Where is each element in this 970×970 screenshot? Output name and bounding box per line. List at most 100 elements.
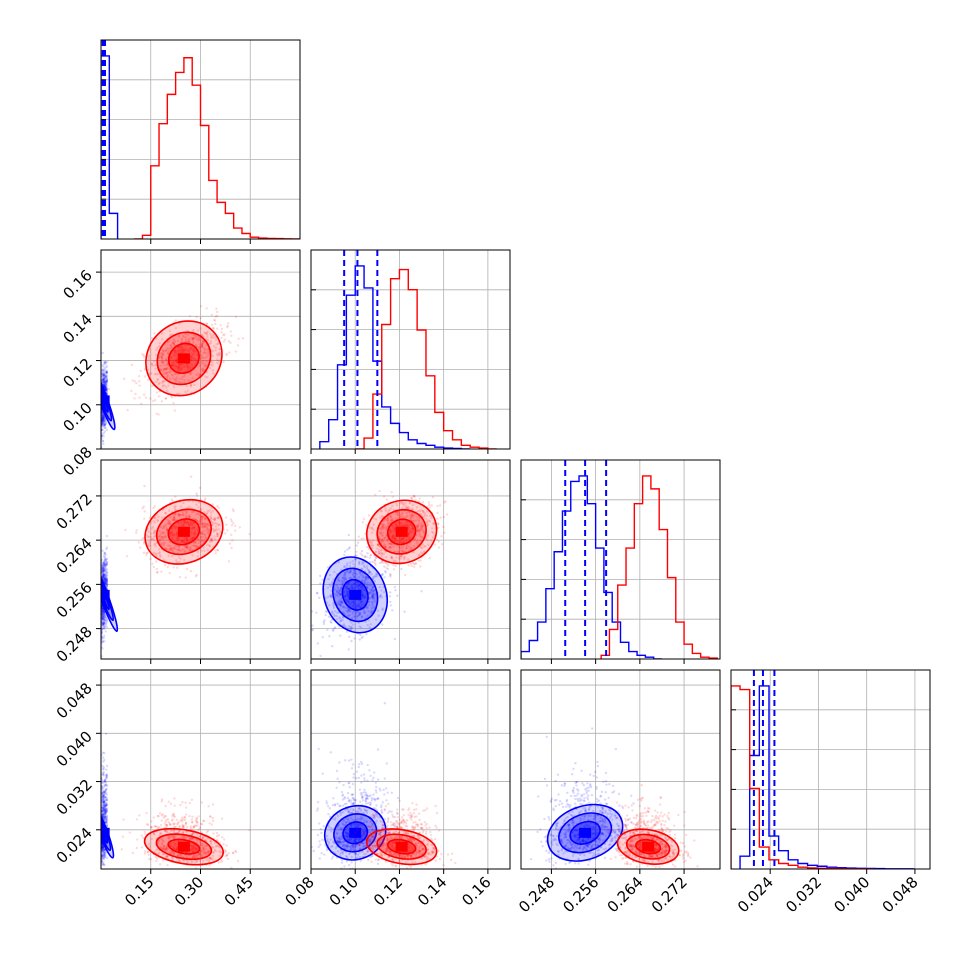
- scatter-point: [401, 511, 404, 514]
- scatter-point: [101, 440, 105, 443]
- scatter-point: [105, 561, 109, 564]
- scatter-point: [364, 578, 368, 582]
- scatter-point: [101, 379, 105, 383]
- scatter-point: [101, 640, 104, 644]
- scatter-point: [395, 540, 399, 543]
- scatter-point: [103, 374, 106, 378]
- scatter-point: [158, 551, 161, 554]
- scatter-point: [179, 549, 182, 552]
- scatter-point: [352, 601, 356, 604]
- scatter-point: [209, 332, 212, 336]
- scatter-point: [345, 590, 349, 593]
- scatter-point: [180, 367, 183, 371]
- scatter-point: [199, 515, 202, 518]
- scatter-point: [371, 586, 374, 589]
- scatter-point: [172, 361, 176, 364]
- scatter-point: [101, 423, 104, 426]
- scatter-point: [321, 635, 324, 639]
- scatter-point: [199, 304, 203, 308]
- scatter-point: [358, 638, 362, 641]
- scatter-point: [200, 345, 204, 349]
- scatter-point: [178, 363, 181, 366]
- scatter-point: [328, 635, 331, 638]
- scatter-point: [175, 376, 179, 379]
- scatter-point: [378, 595, 382, 598]
- scatter-point: [125, 554, 129, 558]
- scatter-point: [343, 550, 347, 553]
- scatter-point: [101, 606, 104, 610]
- scatter-point: [101, 568, 105, 572]
- scatter-point: [374, 518, 378, 521]
- scatter-point: [226, 529, 229, 532]
- scatter-point: [231, 508, 235, 511]
- scatter-point: [388, 508, 391, 511]
- density-peak-blue: [349, 589, 362, 600]
- scatter-point: [217, 352, 220, 355]
- scatter-point: [105, 620, 109, 623]
- scatter-point: [104, 557, 107, 561]
- scatter-point: [385, 566, 388, 569]
- scatter-point: [205, 322, 208, 325]
- scatter-point: [149, 557, 152, 561]
- scatter-point: [358, 583, 361, 587]
- scatter-point: [105, 546, 109, 549]
- scatter-point: [225, 354, 228, 357]
- scatter-point: [169, 369, 172, 373]
- scatter-point: [208, 540, 212, 543]
- scatter-point: [201, 367, 205, 370]
- scatter-point: [164, 349, 168, 352]
- scatter-point: [203, 522, 206, 525]
- scatter-point: [152, 551, 155, 555]
- scatter-point: [101, 617, 104, 621]
- scatter-point: [367, 569, 371, 572]
- scatter-point: [339, 593, 342, 597]
- scatter-point: [103, 374, 106, 377]
- scatter-point: [353, 576, 357, 579]
- scatter-point: [401, 515, 405, 518]
- scatter-point: [370, 607, 374, 610]
- scatter-point: [355, 617, 358, 620]
- scatter-point: [186, 567, 189, 571]
- scatter-point: [356, 614, 360, 618]
- scatter-point: [343, 595, 347, 598]
- scatter-point: [144, 375, 147, 378]
- scatter-point: [172, 514, 175, 518]
- scatter-point: [361, 579, 364, 583]
- contour-line-red: [155, 508, 212, 556]
- scatter-point: [172, 358, 175, 362]
- scatter-point: [372, 605, 376, 609]
- scatter-point: [384, 569, 387, 573]
- scatter-point: [160, 400, 163, 403]
- scatter-point: [102, 381, 106, 384]
- scatter-point: [135, 381, 138, 385]
- scatter-point: [411, 514, 414, 517]
- scatter-point: [208, 342, 211, 345]
- scatter-clip-group: [101, 475, 251, 658]
- scatter-point: [344, 587, 348, 591]
- scatter-point: [397, 513, 400, 516]
- scatter-point: [348, 546, 351, 549]
- scatter-point: [164, 534, 167, 538]
- scatter-point: [148, 540, 151, 543]
- scatter-point: [392, 545, 395, 548]
- scatter-clip-group: [311, 489, 449, 658]
- scatter-point: [165, 371, 168, 375]
- scatter-point: [157, 344, 161, 348]
- scatter-point: [371, 601, 374, 604]
- scatter-point: [347, 581, 350, 585]
- scatter-point: [190, 536, 194, 540]
- scatter-point: [363, 581, 366, 584]
- scatter-point: [185, 520, 188, 524]
- scatter-point: [102, 774, 106, 777]
- scatter-point: [360, 579, 364, 582]
- scatter-point: [102, 618, 105, 621]
- scatter-point: [173, 340, 177, 343]
- scatter-point: [372, 575, 375, 579]
- scatter-point: [199, 316, 202, 320]
- scatter-point: [363, 564, 366, 567]
- scatter-point: [155, 552, 158, 556]
- scatter-point: [104, 580, 108, 583]
- scatter-point: [180, 345, 183, 348]
- scatter-point: [102, 565, 105, 568]
- scatter-point: [356, 584, 360, 587]
